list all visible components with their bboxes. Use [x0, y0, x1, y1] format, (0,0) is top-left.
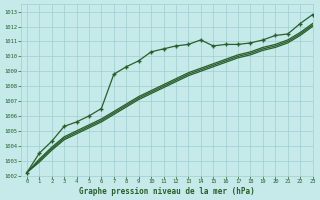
X-axis label: Graphe pression niveau de la mer (hPa): Graphe pression niveau de la mer (hPa) [79, 187, 254, 196]
